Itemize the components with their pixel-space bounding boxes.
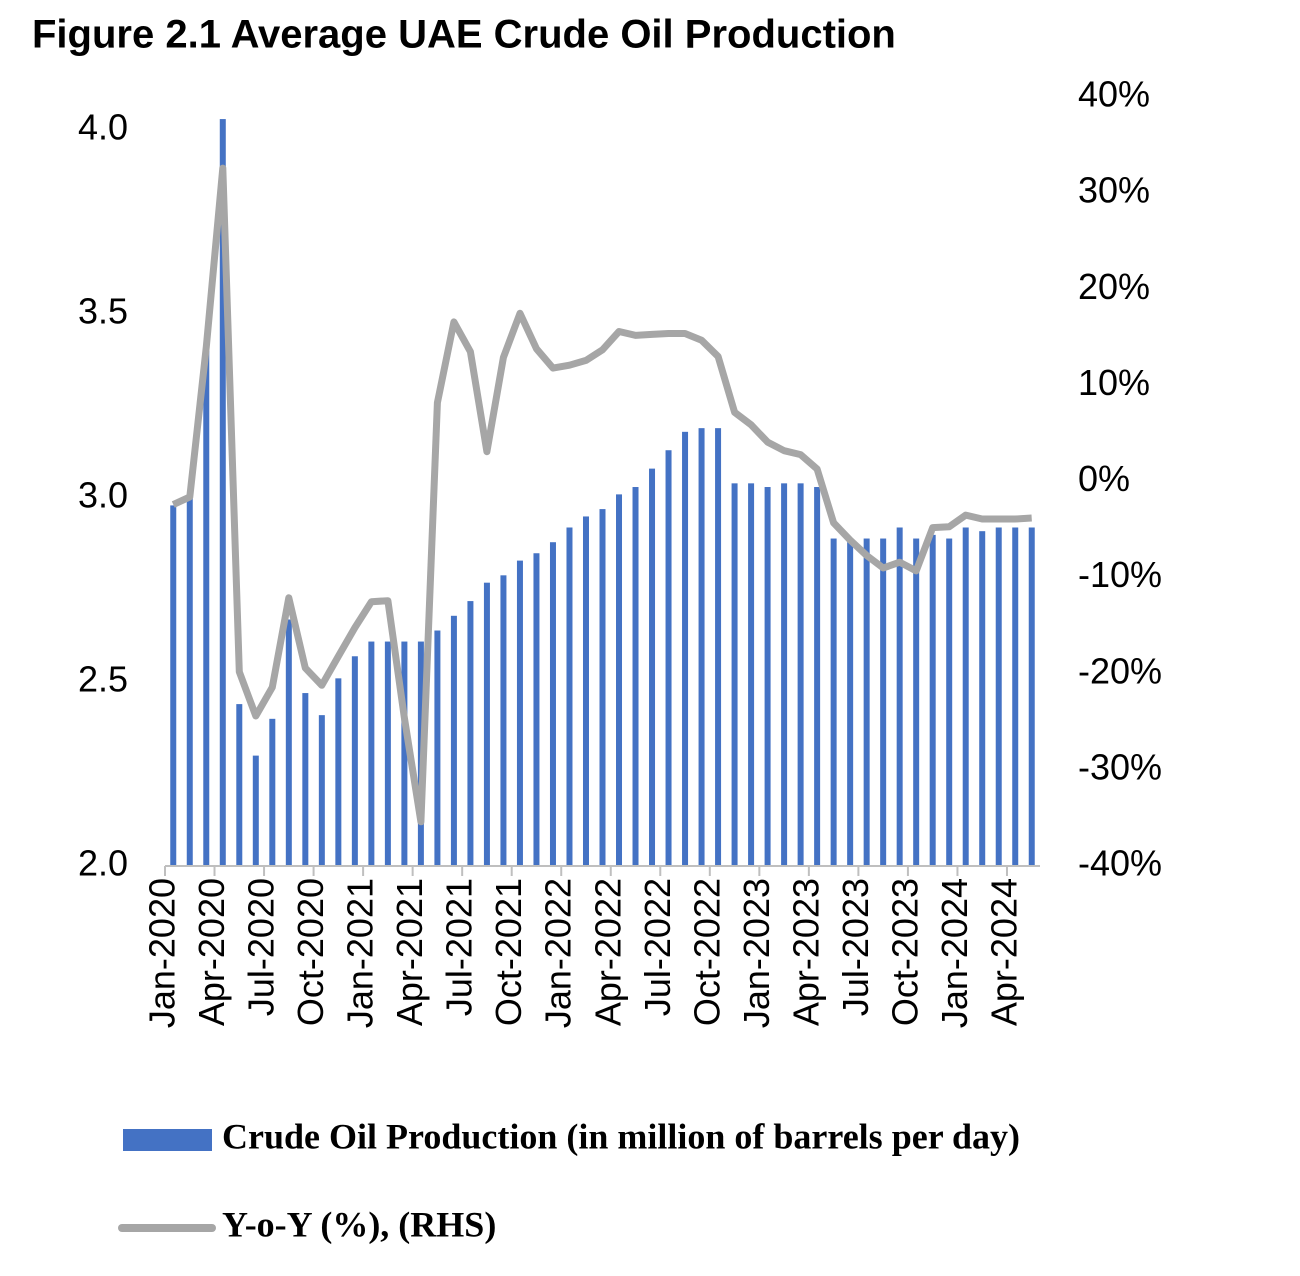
bar: [665, 450, 672, 866]
bar: [170, 505, 177, 866]
y2-tick-label: -10%: [1078, 554, 1162, 595]
y2-tick-label: 20%: [1078, 266, 1150, 307]
bar: [302, 693, 309, 866]
bar: [830, 538, 837, 866]
y2-tick-label: 30%: [1078, 170, 1150, 211]
bar: [566, 527, 573, 866]
bar: [682, 431, 689, 866]
bar: [929, 534, 936, 866]
x-tick-label: Apr-2021: [389, 878, 430, 1026]
bar: [186, 498, 193, 866]
bar: [285, 619, 292, 866]
x-tick-label: Jul-2021: [439, 878, 480, 1016]
bar: [863, 538, 870, 866]
bar: [384, 641, 391, 866]
x-tick-label: Jul-2020: [241, 878, 282, 1016]
x-tick-label: Apr-2022: [587, 878, 628, 1026]
bar: [979, 531, 986, 866]
bar: [219, 119, 226, 867]
bar: [533, 553, 540, 866]
bar: [351, 656, 358, 866]
bar: [715, 428, 722, 866]
bar: [368, 641, 375, 866]
bar: [269, 718, 276, 866]
bar: [748, 483, 755, 866]
y2-tick-label: -30%: [1078, 746, 1162, 787]
y2-tick-label: -40%: [1078, 843, 1162, 884]
bar: [649, 468, 656, 866]
bar: [450, 615, 457, 866]
x-tick-label: Jul-2023: [835, 878, 876, 1016]
bar: [632, 487, 639, 866]
bar: [500, 575, 507, 866]
line: [171, 164, 1032, 826]
x-tick-label: Jan-2022: [538, 878, 579, 1028]
bar: [401, 641, 408, 866]
x-tick-label: Jan-2021: [340, 878, 381, 1028]
bar: [847, 542, 854, 866]
y-tick-label: 2.5: [78, 659, 128, 700]
bar: [483, 582, 490, 866]
x-tick-label: Oct-2020: [290, 878, 331, 1026]
y-tick-label: 3.5: [78, 291, 128, 332]
x-tick-label: Apr-2020: [191, 878, 232, 1026]
x-tick-label: Oct-2021: [488, 878, 529, 1026]
bar: [582, 516, 589, 866]
bar: [434, 630, 441, 866]
legend-label: Crude Oil Production (in million of barr…: [222, 1116, 1020, 1156]
chart-title: Figure 2.1 Average UAE Crude Oil Product…: [32, 13, 896, 57]
bar: [946, 538, 953, 866]
bar: [318, 715, 325, 866]
bar: [252, 755, 259, 866]
bar: [995, 527, 1002, 866]
y2-tick-label: 10%: [1078, 362, 1150, 403]
bar: [913, 538, 920, 866]
bar: [335, 678, 342, 866]
legend-label: Y-o-Y (%), (RHS): [222, 1204, 496, 1244]
bar: [962, 527, 969, 866]
x-tick-label: Jan-2023: [736, 878, 777, 1028]
bar: [203, 350, 210, 866]
y-tick-label: 3.0: [78, 475, 128, 516]
bar: [1028, 527, 1035, 866]
x-tick-label: Oct-2023: [884, 878, 925, 1026]
y-tick-label: 2.0: [78, 843, 128, 884]
bar: [1012, 527, 1019, 866]
bar: [731, 483, 738, 866]
y2-tick-label: 0%: [1078, 458, 1130, 499]
y2-tick-label: 40%: [1078, 74, 1150, 115]
bar: [781, 483, 788, 866]
bar: [599, 509, 606, 866]
bar: [698, 428, 705, 866]
x-tick-label: Jan-2024: [934, 878, 975, 1028]
bar: [814, 487, 821, 866]
bar: [880, 538, 887, 866]
bar: [236, 704, 243, 866]
bar: [616, 494, 623, 866]
x-tick-label: Apr-2024: [983, 878, 1024, 1026]
bar: [764, 487, 771, 866]
bar: [549, 542, 556, 866]
bar: [467, 601, 474, 866]
x-tick-label: Jan-2020: [142, 878, 183, 1028]
legend-swatch: [123, 1129, 212, 1151]
bar: [797, 483, 804, 866]
bar: [516, 560, 523, 866]
y-tick-label: 4.0: [78, 107, 128, 148]
x-tick-label: Apr-2023: [785, 878, 826, 1026]
x-tick-label: Oct-2022: [686, 878, 727, 1026]
bar: [896, 527, 903, 866]
y2-tick-label: -20%: [1078, 650, 1162, 691]
x-tick-label: Jul-2022: [637, 878, 678, 1016]
